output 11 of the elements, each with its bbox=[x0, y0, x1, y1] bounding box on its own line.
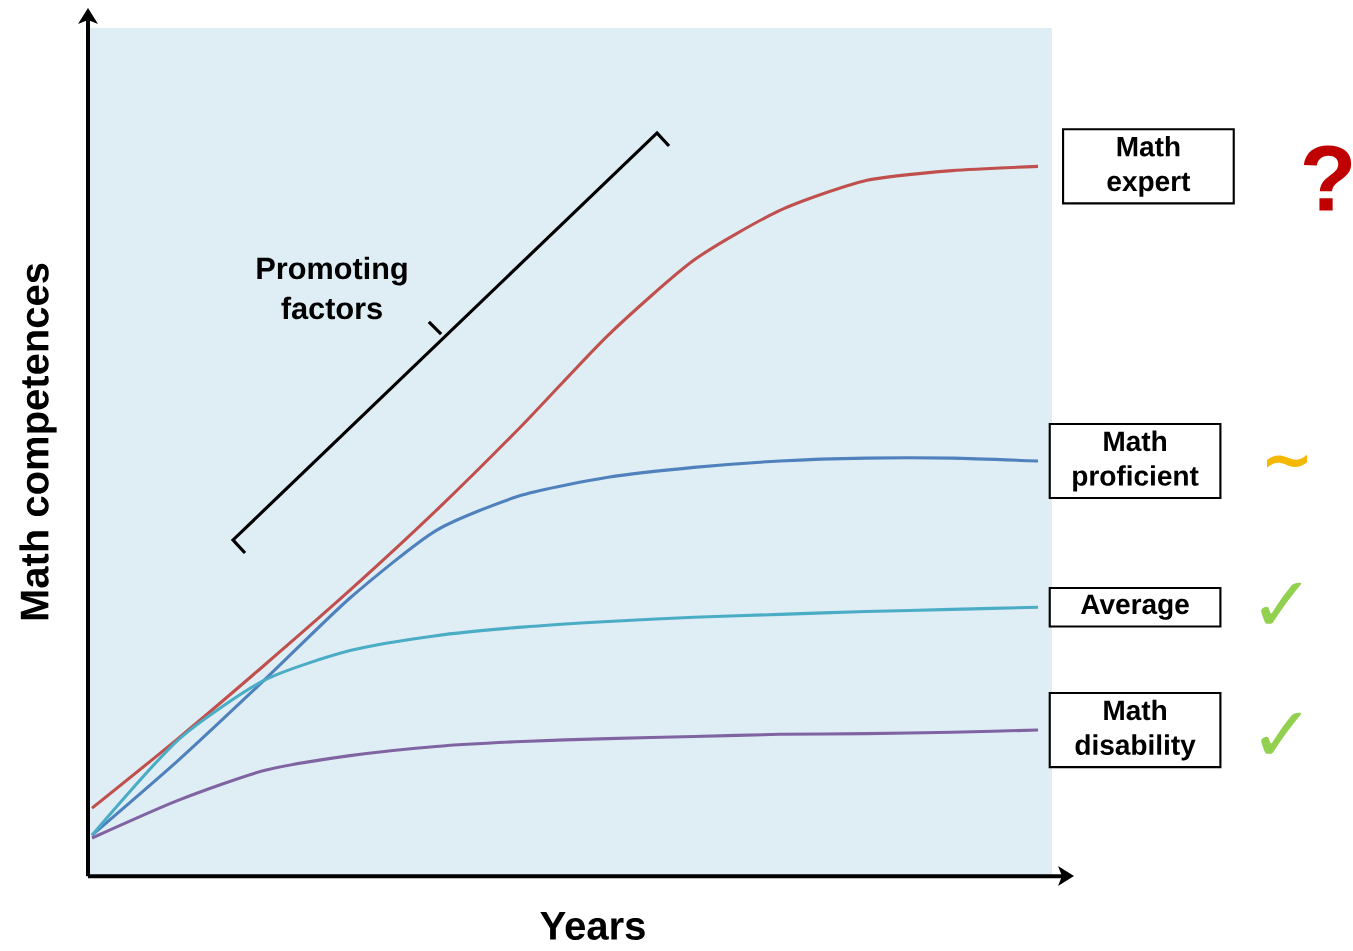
series-label: Math proficient bbox=[1073, 430, 1199, 492]
text: ✓ bbox=[1261, 582, 1302, 624]
annotation: Promoting factors bbox=[257, 256, 407, 320]
text: ~ bbox=[1266, 454, 1308, 468]
series-label: Average bbox=[1081, 594, 1189, 620]
text: ✓ bbox=[1261, 712, 1302, 754]
text: ? bbox=[1303, 145, 1352, 211]
text: Math expert bbox=[1107, 135, 1191, 197]
series-label: Math disability bbox=[1075, 699, 1196, 761]
y-axis-title: Math competences bbox=[19, 263, 57, 620]
x-axis-title: Years bbox=[540, 912, 645, 940]
